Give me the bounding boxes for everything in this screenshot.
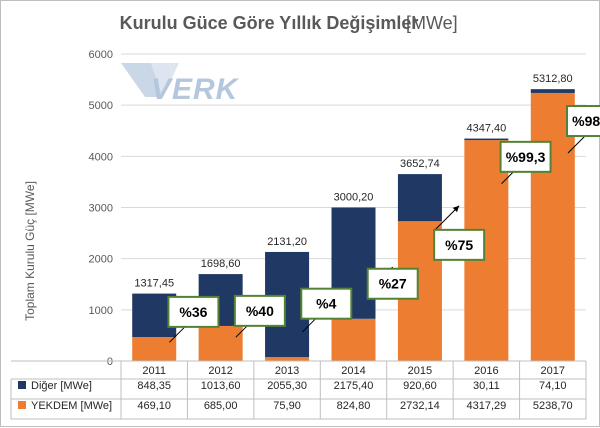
annotation-label: %36 <box>179 304 207 320</box>
table-cell: 824,80 <box>337 400 371 412</box>
annotation-box <box>167 295 220 328</box>
y-tick-label: 5000 <box>89 100 113 112</box>
table-cell: 5238,70 <box>533 400 573 412</box>
total-label: 4347,40 <box>466 123 506 135</box>
annotation-label: %98,6 <box>572 113 600 129</box>
total-label: 5312,80 <box>533 73 573 85</box>
table-cell: 1013,60 <box>201 380 241 392</box>
data-table: 2011 2012 2013 2014 2015 2016 2017 Diğer [MWe] 8… <box>10 360 587 420</box>
x-tick-label: 2015 <box>408 365 432 377</box>
percent-annotations: %36 %40 %4 %27 %75 %99,3 %98,6 <box>167 105 600 343</box>
y-axis-label: Toplam Kurulu Güç [MWe] <box>23 181 37 321</box>
table-cell: 75,90 <box>273 400 301 412</box>
y-tick-labels: 0 1000 2000 3000 4000 5000 6000 <box>89 49 113 368</box>
logo-text: VERK <box>151 73 240 106</box>
bar-segment <box>132 336 177 361</box>
table-cell: 2175,40 <box>334 380 374 392</box>
x-tick-label: 2013 <box>275 365 299 377</box>
bar-segment <box>464 138 509 141</box>
table-cell: 685,00 <box>204 400 238 412</box>
legend-label: YEKDEM [MWe] <box>31 400 112 412</box>
x-tick-label: 2011 <box>142 365 166 377</box>
bar-segment <box>331 318 376 361</box>
total-label: 1698,60 <box>201 258 241 270</box>
bar-segment <box>397 174 442 222</box>
y-tick-label: 6000 <box>89 49 113 61</box>
annotation-box <box>499 140 552 173</box>
annotation-label: %27 <box>379 276 407 292</box>
x-tick-label: 2012 <box>208 365 232 377</box>
annotation-box <box>433 228 486 261</box>
annotation-label: %75 <box>445 237 473 253</box>
annotation-box <box>300 287 353 320</box>
bars <box>132 89 575 361</box>
table-cell: 848,35 <box>137 380 171 392</box>
total-label: 1317,45 <box>134 278 174 290</box>
x-tick-label: 2014 <box>341 365 365 377</box>
table-cell: 469,10 <box>137 400 171 412</box>
table-cell: 2732,14 <box>400 400 440 412</box>
annotation-arrow <box>434 205 460 231</box>
y-tick-label: 3000 <box>89 203 113 215</box>
y-tick-label: 1000 <box>89 305 113 317</box>
legend-swatch <box>18 401 26 409</box>
total-label: 2131,20 <box>267 236 307 248</box>
table-cell: 30,11 <box>473 380 500 392</box>
x-tick-label: 2016 <box>474 365 498 377</box>
total-label: 3000,20 <box>334 191 374 203</box>
y-tick-label: 2000 <box>89 254 113 266</box>
table-cell: 2055,30 <box>267 380 307 392</box>
annotation-box <box>366 267 419 300</box>
annotation-box <box>233 294 286 327</box>
annotation-label: %99,3 <box>506 149 546 165</box>
bar-segment <box>530 92 575 361</box>
chart-title-unit: [MWe] <box>406 13 458 33</box>
logo: VERK <box>121 63 240 106</box>
chart-title: Kurulu Güce Göre Yıllık Değişimler <box>120 13 419 33</box>
table-cell: 74,10 <box>539 380 567 392</box>
table-cell: 920,60 <box>403 380 437 392</box>
y-tick-label: 4000 <box>89 151 113 163</box>
total-labels: 1317,45 1698,60 2131,20 3000,20 3652,74 4347,… <box>134 73 572 289</box>
bar-segment <box>530 89 575 93</box>
legend-label: Diğer [MWe] <box>31 380 92 392</box>
legend-swatch <box>18 381 26 389</box>
bar-segment <box>265 357 310 361</box>
annotation-label: %4 <box>316 296 336 312</box>
total-label: 3652,74 <box>400 158 440 170</box>
x-tick-label: 2017 <box>541 365 565 377</box>
y-tick-label: 0 <box>107 356 113 368</box>
table-cell: 4317,29 <box>466 400 506 412</box>
annotation-box <box>566 105 600 138</box>
annotation-label: %40 <box>246 303 274 319</box>
bar-segment <box>198 325 243 361</box>
